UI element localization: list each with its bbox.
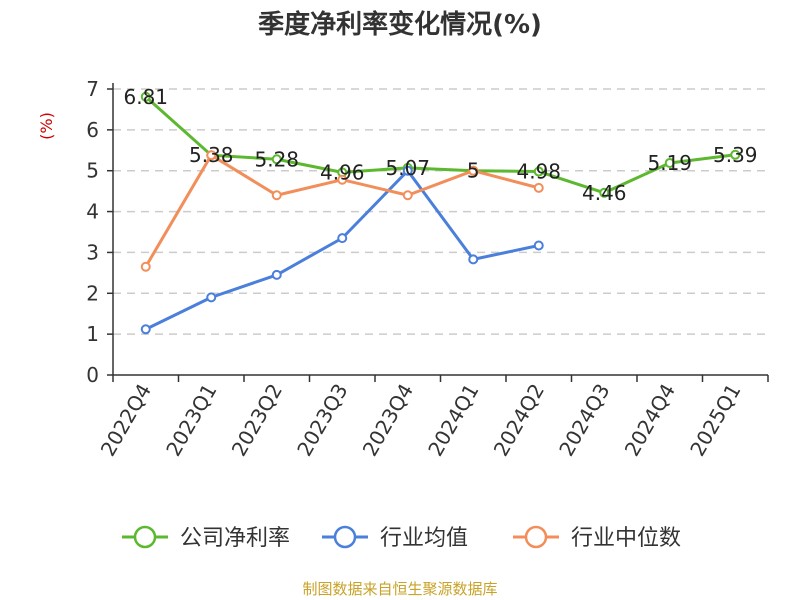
- data-point: [271, 154, 282, 165]
- data-point: [730, 149, 741, 160]
- data-point: [533, 240, 544, 251]
- series-lines: [140, 91, 741, 335]
- x-tick-label: 2024Q1: [423, 380, 483, 461]
- y-tick-label: 3: [86, 240, 99, 264]
- data-label: 5.19: [647, 151, 692, 175]
- x-tick-label: 2023Q3: [292, 380, 352, 461]
- data-label: 5.07: [385, 156, 430, 180]
- series-line-1: [145, 169, 540, 331]
- data-label: 5.28: [254, 147, 299, 171]
- data-label: 5: [467, 159, 480, 183]
- data-point: [337, 174, 348, 185]
- x-tick-label: 2025Q1: [685, 380, 745, 461]
- data-point: [402, 190, 413, 201]
- y-tick-label: 6: [86, 118, 99, 142]
- x-tick-label: 2023Q2: [227, 380, 287, 461]
- data-point: [140, 261, 151, 272]
- data-labels: 6.81 5.38 5.28 4.96 5.07 5 4.98 4.46 5.19 5.39: [123, 85, 757, 205]
- data-label: 4.96: [320, 160, 365, 184]
- data-label: 4.98: [516, 160, 561, 184]
- data-point: [402, 165, 413, 176]
- y-tick-label: 5: [86, 159, 99, 183]
- data-point: [206, 150, 217, 161]
- data-point: [271, 190, 282, 201]
- legend-marker: [333, 525, 357, 549]
- data-point: [533, 166, 544, 177]
- data-point: [337, 233, 348, 244]
- data-point: [140, 91, 151, 102]
- data-point: [140, 324, 151, 335]
- data-point: [664, 157, 675, 168]
- x-tick-label: 2023Q1: [161, 380, 221, 461]
- x-tick-label: 2024Q4: [620, 380, 680, 461]
- legend-label: 行业中位数: [571, 526, 681, 551]
- y-axis-unit-label: (%): [37, 112, 56, 140]
- legend: 公司净利率 行业均值 行业中位数: [122, 525, 681, 551]
- source-note: 制图数据来自恒生聚源数据库: [302, 580, 498, 598]
- data-point: [271, 269, 282, 280]
- data-point: [468, 165, 479, 176]
- legend-item-2: 行业中位数: [513, 525, 681, 551]
- legend-label: 行业均值: [380, 526, 468, 551]
- data-label: 4.46: [582, 181, 627, 205]
- x-tick-label: 2023Q4: [358, 380, 418, 461]
- y-tick-label: 0: [86, 363, 99, 387]
- data-label: 5.39: [713, 143, 758, 167]
- y-tick-label: 7: [86, 77, 99, 101]
- legend-marker: [133, 525, 157, 549]
- data-point: [599, 187, 610, 198]
- x-tick-label: 2022Q4: [96, 380, 156, 461]
- data-point: [206, 292, 217, 303]
- legend-marker: [524, 525, 548, 549]
- data-label: 6.81: [123, 85, 168, 109]
- data-point: [468, 254, 479, 265]
- legend-item-0: 公司净利率: [122, 525, 290, 551]
- series-line-0: [144, 95, 736, 195]
- y-tick-label: 1: [86, 322, 99, 346]
- data-label: 5.38: [189, 143, 234, 167]
- x-tick-label: 2024Q3: [554, 380, 614, 461]
- y-tick-label: 2: [86, 281, 99, 305]
- data-point: [533, 182, 544, 193]
- legend-label: 公司净利率: [180, 526, 290, 551]
- legend-item-1: 行业均值: [322, 525, 468, 551]
- y-tick-label: 4: [86, 200, 99, 224]
- x-tick-label: 2024Q2: [489, 380, 549, 461]
- chart-title: 季度净利率变化情况(%): [258, 10, 542, 40]
